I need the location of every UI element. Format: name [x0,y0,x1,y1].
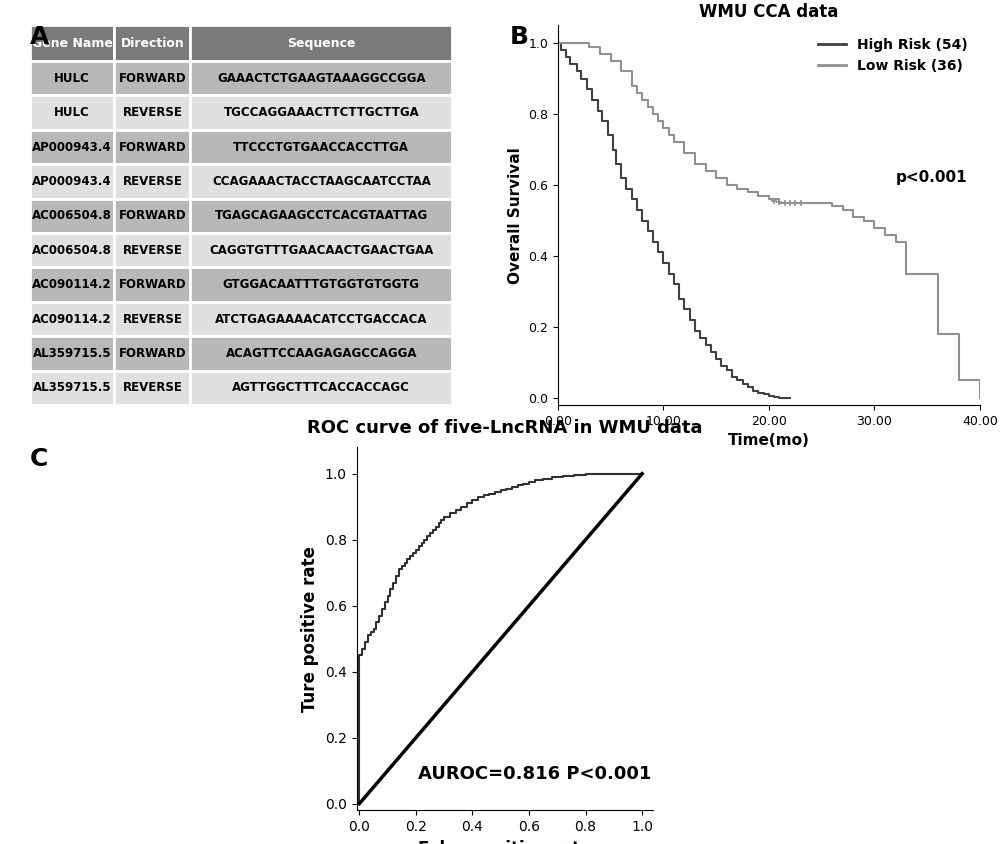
X-axis label: Time(mo): Time(mo) [728,434,810,448]
Text: p<0.001: p<0.001 [896,170,967,185]
Title: ROC curve of five-LncRNA in WMU data: ROC curve of five-LncRNA in WMU data [307,419,703,437]
Text: AUROC=0.816 P<0.001: AUROC=0.816 P<0.001 [418,765,651,783]
Text: A: A [30,25,49,49]
Text: B: B [510,25,529,49]
Y-axis label: Overall Survival: Overall Survival [508,147,523,284]
Y-axis label: Ture positive rate: Ture positive rate [301,546,319,711]
Text: C: C [30,447,48,471]
Legend: High Risk (54), Low Risk (36): High Risk (54), Low Risk (36) [812,32,973,78]
X-axis label: False positive rate: False positive rate [418,840,592,844]
Title: WMU CCA data: WMU CCA data [699,3,839,21]
